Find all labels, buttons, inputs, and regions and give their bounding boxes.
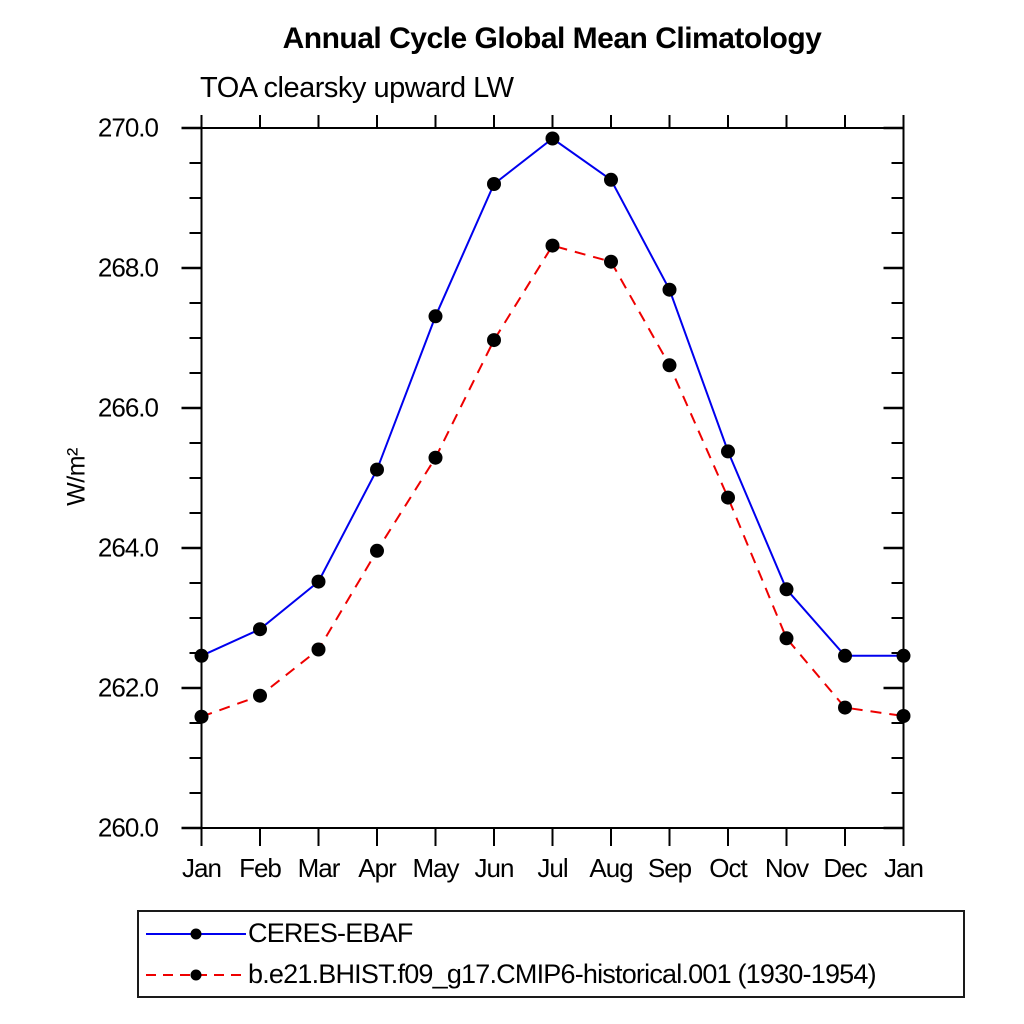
legend-row-model: b.e21.BHIST.f09_g17.CMIP6-historical.001… [139, 957, 963, 993]
data-point-marker [487, 333, 501, 348]
legend-row-obs: CERES-EBAF [139, 916, 963, 952]
data-point-marker [779, 582, 794, 597]
legend-label-model: b.e21.BHIST.f09_g17.CMIP6-historical.001… [248, 959, 877, 989]
legend-swatch-dashed-line-dot-icon [146, 969, 246, 980]
data-point-marker [545, 238, 560, 253]
chart-title: Annual Cycle Global Mean Climatology [282, 22, 822, 55]
x-tick-label: Jan [182, 853, 222, 883]
legend-box: CERES-EBAF b.e21.BHIST.f09_g17.CMIP6-his… [137, 910, 965, 998]
series-line-model [201, 244, 904, 718]
data-point-marker [370, 543, 384, 558]
data-point-marker [604, 254, 618, 269]
x-tick-label: Dec [823, 853, 867, 883]
data-point-marker [253, 622, 267, 637]
data-point-marker [838, 648, 852, 663]
x-tick-label: Feb [239, 853, 282, 883]
data-point-marker [721, 490, 735, 505]
plot-border [200, 127, 905, 829]
data-point-marker [487, 177, 501, 191]
x-tick-label: Sep [647, 853, 692, 883]
legend-swatch-solid-line-dot-icon [146, 928, 246, 939]
x-tick-label: Jan [884, 853, 924, 883]
y-tick-label: 266.0 [97, 392, 159, 423]
x-tick-label: Jul [537, 853, 568, 883]
y-tick-label: 264.0 [97, 532, 159, 563]
series-line-obs [201, 137, 904, 657]
data-point-marker [779, 631, 794, 646]
x-tick-label: Aug [589, 853, 633, 883]
data-point-marker [311, 642, 326, 657]
x-tick-label: Oct [709, 853, 747, 883]
data-point-marker [604, 172, 618, 187]
data-point-marker [194, 709, 209, 724]
x-tick-label: Apr [358, 853, 396, 883]
x-tick-label: Mar [297, 853, 341, 883]
data-point-marker [838, 700, 852, 715]
data-point-marker [662, 282, 677, 297]
data-point-marker [428, 309, 443, 324]
y-tick-label: 260.0 [97, 812, 159, 843]
data-point-marker [370, 462, 384, 477]
legend-marker [190, 969, 202, 980]
chart-subtitle: TOA clearsky upward LW [200, 72, 514, 104]
data-point-marker [662, 358, 677, 373]
y-tick-label: 268.0 [97, 252, 159, 283]
data-point-marker [428, 450, 443, 465]
y-tick-label: 270.0 [97, 112, 159, 143]
data-point-marker [896, 648, 911, 663]
y-tick-label: 262.0 [97, 672, 159, 703]
x-tick-label: Jun [474, 853, 515, 883]
legend-label-obs: CERES-EBAF [248, 918, 413, 948]
data-point-marker [896, 709, 911, 723]
data-point-marker [721, 444, 735, 459]
data-point-marker [253, 688, 267, 703]
data-point-marker [311, 574, 326, 589]
x-tick-label: Nov [764, 853, 809, 883]
data-point-marker [194, 648, 209, 663]
x-tick-label: May [412, 853, 459, 883]
legend-marker [190, 928, 202, 939]
data-point-marker [545, 131, 560, 146]
